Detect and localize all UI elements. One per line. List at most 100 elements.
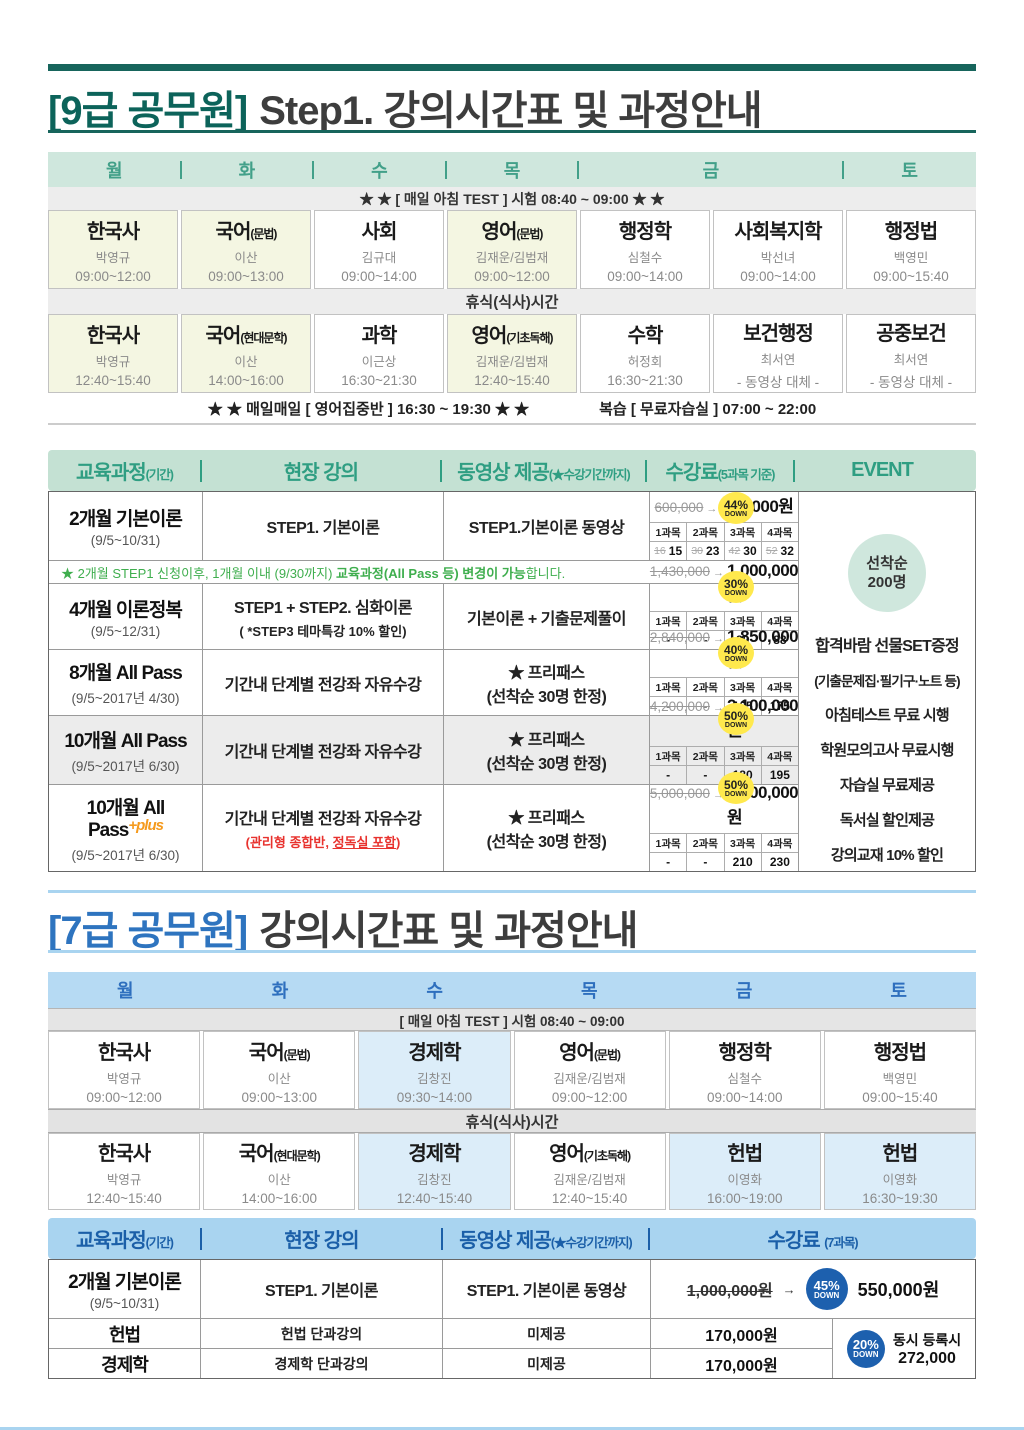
subject-tag: (기초독해) — [506, 331, 553, 345]
subject: 한국사 — [86, 325, 140, 347]
col-video: 동영상 제공(★수강기간까지) — [441, 456, 646, 485]
course-video-cell: ★ 프리패스 (선착순 30명 한정) — [444, 650, 649, 715]
day-mon: 월 — [117, 981, 134, 1001]
col-sublabel: (★수강기간까지) — [548, 468, 631, 482]
col-event: EVENT — [794, 459, 970, 482]
course-price-cell: 1,000,000원 → 45% DOWN 550,000원 — [651, 1260, 975, 1318]
section7-break-band: 휴식(식사)시간 — [48, 1109, 976, 1133]
plus-script: +plus — [128, 816, 164, 834]
old-price: 600,000 — [654, 500, 704, 515]
day-thu: 목 — [581, 981, 598, 1001]
combo-discount-cell: 20% DOWN 동시 등록시 272,000 — [833, 1319, 975, 1378]
subject: 영어 — [549, 1143, 585, 1165]
section9-title-text: Step1. 강의시간표 및 과정안내 — [259, 89, 762, 133]
course-name-cell: 8개월 All Pass (9/5~2017년 4/30) — [49, 650, 202, 715]
course-video-cell: 미제공 — [443, 1349, 650, 1378]
course-name-cell: 2개월 기본이론 (9/5~10/31) — [49, 492, 202, 560]
col-sublabel: (7과목) — [824, 1236, 858, 1250]
teacher: 김재운/김범재 — [553, 1173, 626, 1187]
teacher: 박선녀 — [760, 251, 796, 265]
course-price-cell: 50% DOWN 5,000,000 → 2,500,000원 1과목 2과목 3과목 4과… — [649, 772, 799, 871]
first-come-badge: 선착순 200명 — [848, 534, 926, 612]
course-price-cell: 170,000원 — [651, 1319, 832, 1348]
class-cell: 한국사 박영규 12:40~15:40 — [48, 314, 178, 393]
course-name-cell: 10개월 All Pass (9/5~2017년 6/30) — [49, 716, 202, 784]
teacher: 최서연 — [893, 352, 929, 367]
event-line: 학원모의고사 무료시행 — [820, 742, 954, 759]
subject-tag: (문법) — [250, 227, 277, 241]
teacher: 김창진 — [417, 1071, 452, 1086]
col-sublabel: (기간) — [145, 468, 174, 482]
col-label: 동영상 제공 — [457, 462, 550, 484]
teacher: 이영화 — [727, 1173, 762, 1187]
day-fri: 금 — [735, 981, 753, 1001]
time: 09:00~12:00 — [86, 1089, 162, 1105]
class-cell: 경제학 김창진 12:40~15:40 — [358, 1133, 511, 1210]
subject: 국어 — [248, 1041, 285, 1064]
day-sat: 토 — [890, 981, 907, 1001]
time: 09:00~14:00 — [341, 269, 417, 284]
course-video-cell: STEP1.기본이론 동영상 — [444, 492, 649, 560]
subject-tag: (문법) — [516, 227, 543, 241]
teacher: 이산 — [234, 251, 258, 265]
course-live-cell: 기간내 단계별 전강좌 자유수강 (관리형 종합반, 정독실 포함) — [203, 785, 443, 871]
teacher: 김규대 — [361, 251, 397, 265]
time: 09:30~14:00 — [396, 1089, 473, 1105]
section9-timetable-row2: 한국사 박영규 12:40~15:40 국어(현대문학) 이산 14:00~16:00 … — [48, 314, 976, 393]
arrow: → — [712, 702, 724, 714]
subject: 보건행정 — [743, 322, 814, 345]
subject-tag: (문법) — [593, 1047, 621, 1062]
subject: 사회 — [361, 221, 398, 243]
class-cell: 행정학 심철수 09:00~14:00 — [580, 210, 710, 289]
teacher: 심철수 — [627, 251, 663, 265]
class-cell: 헌법 이영화 16:30~19:30 — [823, 1133, 976, 1210]
col-video: 동영상 제공(★수강기간까지) — [442, 1224, 649, 1253]
time: 16:30~21:30 — [607, 373, 683, 388]
old-price: 5,000,000 — [649, 786, 710, 801]
day-wed: 수 — [313, 157, 446, 183]
course-name-cell: 4개월 이론정복 (9/5~12/31) — [49, 584, 202, 649]
time: 16:30~19:30 — [862, 1191, 938, 1206]
class-cell: 공중보건 최서연 - 동영상 대체 - — [846, 314, 976, 393]
time: 12:40~15:40 — [86, 1191, 162, 1206]
day-tue: 화 — [271, 981, 289, 1001]
subject-tag: (현대문학) — [273, 1149, 321, 1163]
subject: 영어 — [559, 1041, 595, 1064]
col-live: 현장 강의 — [201, 1224, 442, 1253]
subject: 헌법 — [882, 1143, 919, 1165]
subject: 한국사 — [97, 1143, 151, 1165]
event-line: 합격바람 선물SET증정 — [815, 638, 960, 655]
class-cell: 행정법 백영민 09:00~15:40 — [846, 210, 976, 289]
subject: 국어 — [215, 221, 252, 243]
arrow: → — [706, 503, 718, 515]
course-name-cell: 헌법 — [49, 1319, 200, 1348]
teacher: 박영규 — [106, 1071, 142, 1086]
class-cell: 수학 허정회 16:30~21:30 — [580, 314, 710, 393]
class-cell: 보건행정 최서연 - 동영상 대체 - — [713, 314, 843, 393]
class-cell: 영어(기초독해) 김재운/김범재 12:40~15:40 — [513, 1133, 666, 1210]
discount-badge: 20% DOWN — [846, 1329, 885, 1368]
teacher: 이산 — [234, 355, 258, 369]
course-price-cell: 50%DOWN 4,200,000→2,100,000원 1과목2과목3과목4과… — [650, 696, 799, 784]
class-cell: 사회복지학 박선녀 09:00~14:00 — [713, 210, 843, 289]
day-thu: 목 — [446, 157, 579, 183]
section7-timetable-row2: 한국사 박영규 12:40~15:40 국어(현대문학) 이산 14:00~16:00 … — [48, 1133, 976, 1210]
section9-title: [9급 공무원] Step1. 강의시간표 및 과정안내 — [48, 78, 976, 136]
class-cell: 한국사 박영규 12:40~15:40 — [48, 1133, 201, 1210]
course-name-cell: 경제학 — [49, 1349, 200, 1378]
teacher: 박영규 — [95, 355, 131, 369]
col-fee: 수강료(5과목 기준) — [646, 456, 794, 485]
teacher: 백영민 — [882, 1071, 918, 1086]
arrow: → — [712, 567, 724, 579]
subject: 경제학 — [408, 1041, 461, 1064]
teacher: 김재운/김범재 — [475, 251, 549, 265]
subject: 행정학 — [618, 221, 672, 243]
time: 09:00~15:40 — [873, 269, 949, 284]
new-price: 550,000원 — [857, 1280, 940, 1300]
section9-day-header: 월 화 수 목 금 토 — [48, 152, 976, 187]
time: 09:00~14:00 — [707, 1089, 783, 1105]
teacher: 이근상 — [361, 355, 397, 369]
class-cell: 헌법 이영화 16:00~19:00 — [668, 1133, 821, 1210]
